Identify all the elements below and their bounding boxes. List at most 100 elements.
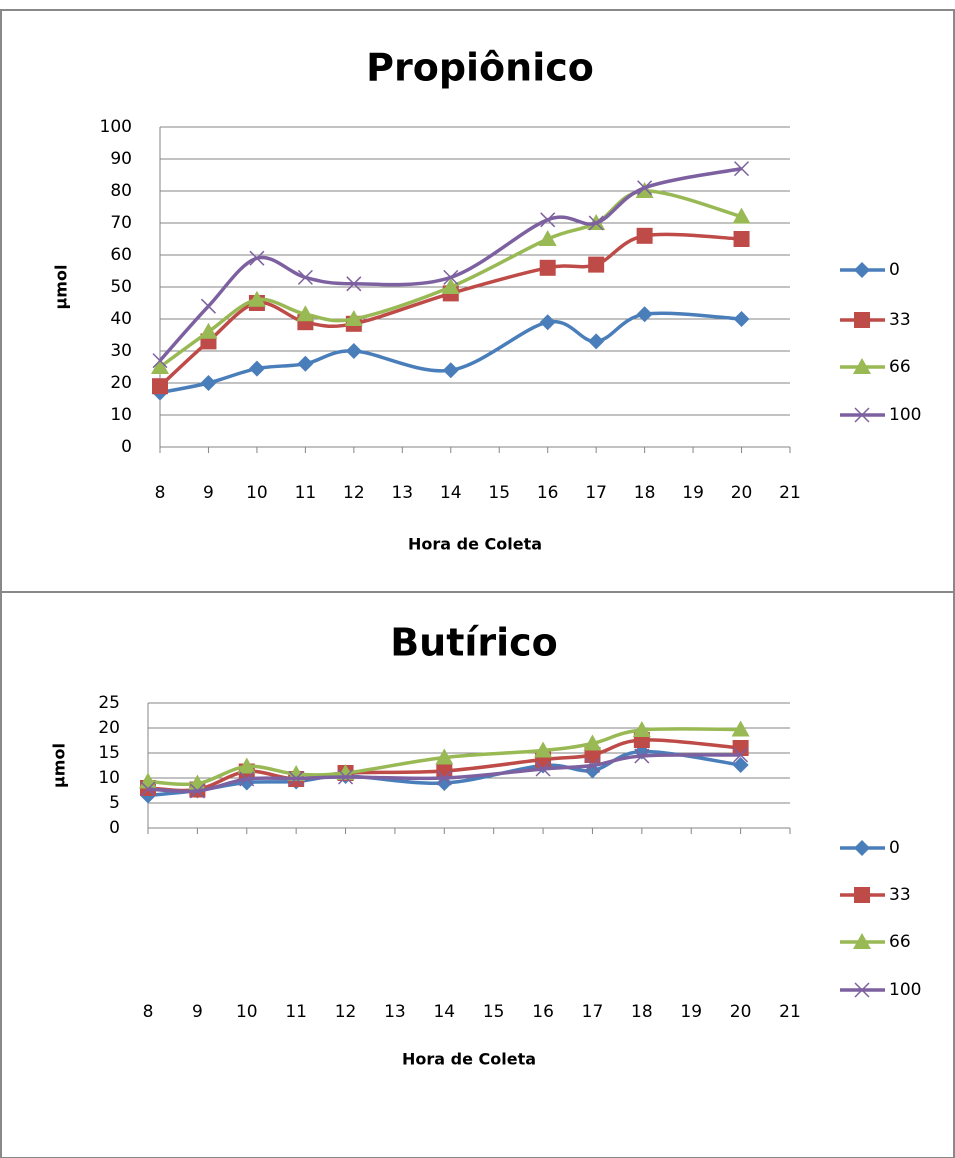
y-tick-label: 20 [98,718,120,738]
x-axis-title: Hora de Coleta [402,1050,536,1069]
x-tick-label: 10 [236,1002,258,1022]
x-tick-label: 9 [192,1002,203,1022]
marker [583,734,602,751]
y-tick-label: 50 [110,277,132,297]
marker [540,212,556,228]
marker [345,343,362,359]
marker [237,757,256,774]
legend-label: 0 [889,260,900,280]
legend-label: 33 [889,310,911,330]
x-tick-label: 9 [203,483,214,503]
y-tick-label: 0 [109,818,120,838]
x-tick-label: 13 [391,483,413,503]
series-line [158,232,742,388]
legend-marker [854,982,870,998]
x-tick-label: 16 [532,1002,554,1022]
marker [637,180,653,196]
y-tick-label: 80 [110,181,132,201]
y-tick-label: 100 [100,117,132,137]
legend-label: 33 [889,885,911,905]
x-tick-label: 19 [682,483,704,503]
series-line [158,166,742,362]
legend-marker [853,358,871,374]
y-tick-label: 30 [110,341,132,361]
x-tick-label: 20 [731,483,753,503]
marker [140,781,156,797]
marker [152,353,168,369]
x-tick-label: 15 [488,483,510,503]
marker [200,298,216,314]
marker [200,375,217,391]
x-tick-label: 18 [634,483,656,503]
x-tick-label: 11 [295,483,317,503]
x-tick-label: 11 [285,1002,307,1022]
chart-title: Butírico [390,621,558,665]
y-tick-label: 40 [110,309,132,329]
marker [733,747,749,763]
x-tick-label: 8 [143,1002,154,1022]
marker [535,761,551,777]
chart-title: Propiônico [366,46,594,90]
marker [539,314,556,331]
marker [248,360,265,377]
x-tick-label: 12 [335,1002,357,1022]
marker [634,748,650,764]
marker [584,757,600,774]
marker [588,256,605,273]
y-tick-label: 15 [98,743,120,763]
marker [297,269,313,285]
y-tick-label: 70 [110,213,132,233]
x-tick-label: 13 [384,1002,406,1022]
y-tick-label: 5 [109,793,120,813]
marker [636,227,653,244]
marker [733,231,750,247]
series-line [147,727,741,787]
marker [733,311,750,327]
x-tick-label: 18 [631,1002,653,1022]
legend-marker [854,262,870,278]
legend-marker [854,407,870,423]
x-tick-label: 12 [343,483,365,503]
marker [297,355,314,372]
x-axis-title: Hora de Coleta [408,535,542,554]
panel-border [0,591,955,1158]
x-tick-label: 14 [440,483,462,503]
legend-label: 66 [889,932,911,952]
series-line [147,753,741,794]
y-tick-label: 20 [110,373,132,393]
marker [435,748,454,765]
marker [734,161,750,177]
marker [239,771,255,787]
marker [436,770,452,786]
y-tick-label: 0 [121,437,132,457]
x-tick-label: 14 [433,1002,455,1022]
series-line [147,738,741,793]
marker [247,290,266,307]
marker [732,207,751,224]
marker [152,378,168,395]
marker [538,230,557,246]
marker [199,322,218,339]
x-tick-label: 17 [582,1002,604,1022]
y-tick-label: 90 [110,149,132,169]
x-tick-label: 21 [779,483,801,503]
x-tick-label: 10 [246,483,268,503]
marker [288,770,304,787]
y-tick-label: 10 [110,405,132,425]
legend-label: 100 [889,405,921,425]
marker [442,362,459,379]
marker [588,333,605,350]
series-line [159,311,742,395]
legend-label: 100 [889,980,921,1000]
legend-label: 0 [889,838,900,858]
marker [732,757,749,773]
x-tick-label: 21 [779,1002,801,1022]
x-tick-label: 16 [537,483,559,503]
marker [534,741,553,758]
marker [189,783,205,799]
marker [344,310,363,326]
marker [151,358,169,374]
x-tick-label: 8 [155,483,166,503]
y-tick-label: 10 [98,768,120,788]
